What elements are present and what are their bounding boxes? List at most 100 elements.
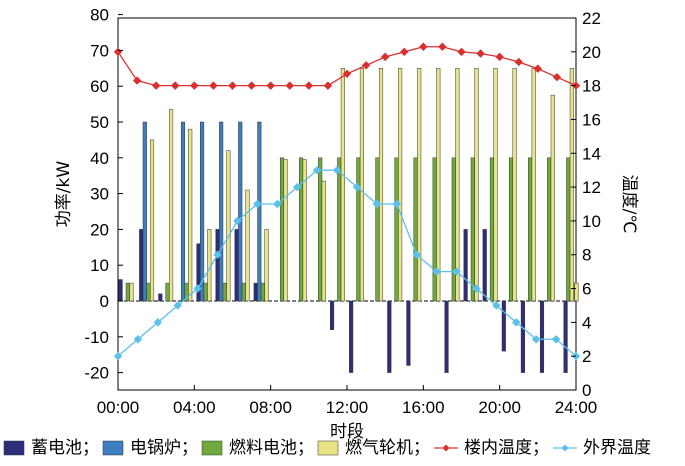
bar-3-22 bbox=[550, 94, 555, 302]
bar-2-6 bbox=[241, 282, 246, 302]
bar-0-20 bbox=[501, 300, 506, 352]
legend-label-3: 燃气轮机； bbox=[345, 438, 430, 458]
marker-0-4 bbox=[190, 81, 199, 90]
bar-3-5 bbox=[226, 150, 231, 302]
marker-0-8 bbox=[266, 81, 275, 90]
x-tick-label: 16:00 bbox=[402, 398, 445, 417]
bar-3-12 bbox=[359, 68, 364, 302]
legend-label-line-0: 楼内温度； bbox=[464, 438, 549, 458]
marker-0-7 bbox=[247, 81, 256, 90]
y-right-tick-label: 10 bbox=[582, 212, 601, 231]
bar-2-12 bbox=[356, 157, 361, 302]
marker-0-16 bbox=[419, 42, 428, 51]
bar-0-7 bbox=[253, 282, 258, 302]
bar-3-16 bbox=[436, 68, 441, 302]
y-left-tick-label: 10 bbox=[90, 256, 109, 275]
y-left-axis-title: 功率/kW bbox=[54, 161, 74, 228]
marker-1-12 bbox=[352, 182, 362, 192]
bar-2-1 bbox=[146, 282, 151, 302]
marker-1-21 bbox=[531, 335, 541, 344]
bar-1-3 bbox=[180, 121, 186, 302]
marker-1-9 bbox=[293, 182, 302, 192]
marker-0-10 bbox=[304, 81, 314, 90]
y-right-tick-label: 14 bbox=[582, 144, 601, 163]
bar-3-4 bbox=[207, 229, 212, 302]
bar-3-2 bbox=[169, 109, 174, 302]
marker-1-6 bbox=[233, 216, 242, 226]
bar-0-1 bbox=[139, 229, 144, 302]
marker-0-21 bbox=[514, 57, 523, 67]
legend-swatch-3 bbox=[317, 440, 339, 456]
y-right-tick-label: 8 bbox=[582, 246, 591, 265]
y-right-tick-label: 0 bbox=[582, 381, 591, 400]
marker-1-11 bbox=[332, 165, 342, 175]
marker-0-22 bbox=[533, 64, 543, 73]
y-left-tick-label: 20 bbox=[90, 220, 109, 239]
bar-0-4 bbox=[196, 243, 201, 302]
y-right-tick-label: 2 bbox=[582, 347, 591, 366]
x-tick-label: 24:00 bbox=[555, 398, 598, 417]
marker-1-20 bbox=[512, 318, 521, 327]
y-left-tick-label: 40 bbox=[90, 149, 109, 168]
marker-1-22 bbox=[551, 335, 561, 344]
bar-2-20 bbox=[508, 157, 514, 302]
x-tick-label: 00:00 bbox=[97, 398, 140, 417]
legend-label-2: 燃料电池； bbox=[229, 438, 314, 458]
legend-label-line-1: 外界温度 bbox=[583, 438, 651, 458]
legend-swatch-2 bbox=[201, 440, 223, 456]
bar-3-21 bbox=[531, 68, 536, 302]
y-right-tick-label: 22 bbox=[582, 9, 601, 28]
bar-3-10 bbox=[321, 180, 326, 302]
y-right-tick-label: 18 bbox=[582, 77, 601, 96]
bar-0-5 bbox=[215, 229, 220, 302]
bar-0-22 bbox=[539, 300, 545, 373]
legend-swatch-1 bbox=[102, 440, 124, 456]
x-tick-label: 08:00 bbox=[249, 398, 292, 417]
legend-group: 蓄电池； 电锅炉； 燃料电池； 燃气轮机； 楼内温度； 外界温度 bbox=[3, 438, 651, 458]
bar-0-11 bbox=[330, 300, 335, 330]
marker-1-0 bbox=[113, 351, 123, 361]
marker-1-10 bbox=[312, 165, 322, 175]
bar-3-6 bbox=[245, 189, 250, 302]
marker-1-1 bbox=[133, 335, 143, 344]
x-axis-title: 时段 bbox=[330, 422, 364, 442]
y-right-tick-label: 12 bbox=[582, 178, 601, 197]
bar-3-8 bbox=[283, 159, 288, 302]
marker-0-15 bbox=[400, 47, 409, 57]
bar-3-24 bbox=[574, 282, 579, 302]
marker-1-3 bbox=[173, 301, 182, 310]
y-left-tick-label: 50 bbox=[90, 113, 109, 132]
y-left-tick-label: 30 bbox=[90, 185, 109, 204]
bar-2-10 bbox=[318, 157, 323, 302]
bar-1-6 bbox=[238, 121, 243, 302]
marker-0-14 bbox=[380, 52, 390, 62]
y-right-tick-label: 4 bbox=[582, 313, 591, 332]
bar-3-0 bbox=[129, 282, 134, 302]
bar-3-7 bbox=[264, 229, 269, 302]
bar-3-17 bbox=[455, 68, 460, 302]
plot-area bbox=[117, 17, 577, 391]
marker-1-19 bbox=[492, 301, 501, 310]
marker-0-12 bbox=[342, 69, 352, 79]
bar-3-3 bbox=[188, 128, 193, 302]
marker-1-8 bbox=[273, 199, 282, 209]
bar-2-4 bbox=[203, 282, 208, 302]
bar-2-8 bbox=[279, 157, 285, 302]
bar-0-21 bbox=[520, 300, 525, 373]
line-1 bbox=[117, 169, 577, 357]
marker-1-2 bbox=[153, 318, 163, 327]
bar-2-11 bbox=[337, 157, 342, 302]
bar-2-16 bbox=[432, 157, 437, 302]
bar-2-21 bbox=[528, 157, 533, 302]
bar-2-2 bbox=[165, 282, 170, 302]
bar-1-7 bbox=[257, 121, 262, 302]
bar-0-2 bbox=[158, 293, 163, 302]
bar-3-23 bbox=[569, 68, 574, 302]
bars-group bbox=[118, 68, 579, 373]
bar-2-23 bbox=[566, 157, 571, 302]
bar-3-14 bbox=[398, 68, 403, 302]
bar-0-19 bbox=[482, 229, 487, 302]
y-left-tick-label: 70 bbox=[90, 41, 109, 60]
y-right-axis-title: 温度/℃ bbox=[619, 175, 639, 234]
